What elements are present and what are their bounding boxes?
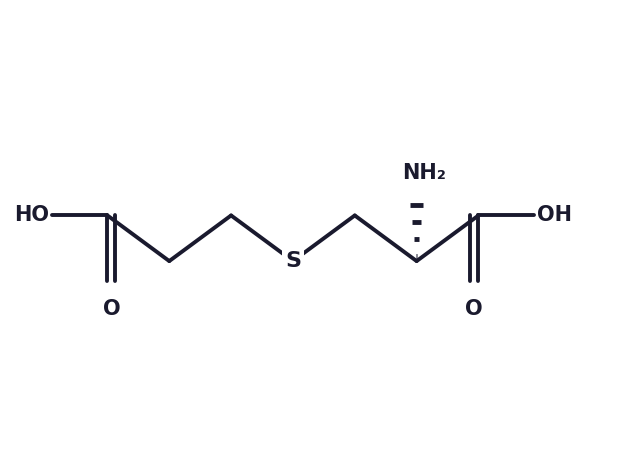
Text: OH: OH [537,205,572,226]
Text: S: S [285,251,301,271]
Text: O: O [103,299,120,319]
Text: NH₂: NH₂ [402,163,446,183]
Text: HO: HO [13,205,49,226]
Text: O: O [465,299,483,319]
